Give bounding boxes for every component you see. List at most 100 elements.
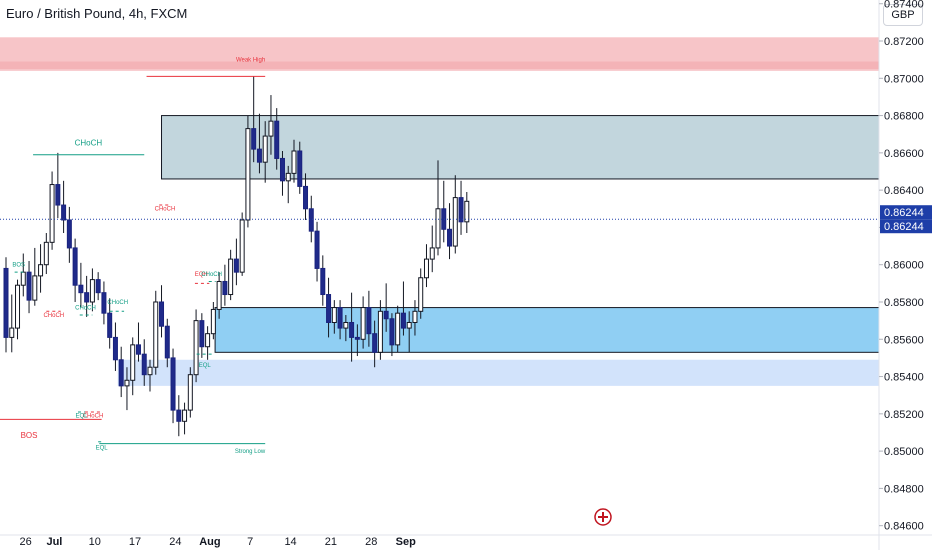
marker-label-7: CHoCH	[201, 272, 222, 278]
y-tick-label-1: 0.84800	[884, 483, 924, 495]
candle-body	[43, 241, 49, 266]
candle-body	[118, 359, 124, 387]
candle-body	[61, 204, 67, 221]
candle-body	[245, 128, 251, 221]
candle-body	[429, 247, 435, 260]
candle-body	[458, 197, 464, 223]
y-tick-label-13: 0.87200	[884, 36, 924, 48]
candle-body	[395, 312, 401, 346]
x-tick-label-7: 14	[284, 536, 296, 548]
candle-body	[147, 366, 153, 376]
y-tick-label-0: 0.84600	[884, 521, 924, 533]
x-tick-label-4: 24	[169, 536, 181, 548]
last-price-badge	[880, 219, 932, 234]
marker-label-1: CHoCH	[43, 313, 64, 319]
candle-body	[193, 320, 199, 376]
candle-body	[187, 374, 193, 411]
candle-body	[343, 321, 349, 329]
y-tick-label-7: 0.86000	[884, 260, 924, 272]
x-tick-label-8: 21	[325, 536, 337, 548]
marker-label-3: CHoCH	[107, 300, 128, 306]
zone-1	[0, 61, 879, 69]
candle-body	[95, 279, 101, 294]
candle-body	[3, 267, 9, 338]
candle-body	[326, 294, 332, 323]
x-tick-label-5: Aug	[199, 536, 220, 548]
last-price-label: 0.86244	[884, 221, 924, 233]
level-label-0: Weak High	[236, 58, 265, 64]
candle-body	[285, 172, 291, 182]
level-label-1: BOS	[21, 431, 38, 440]
candle-body	[66, 219, 72, 249]
candle-body	[182, 409, 188, 422]
zone-3	[214, 307, 880, 353]
candle-body	[452, 197, 458, 247]
candle-body	[337, 307, 343, 329]
candle-body	[400, 312, 406, 329]
x-tick-label-10: Sep	[396, 536, 416, 548]
candle-body	[366, 307, 372, 335]
y-tick-label-4: 0.85400	[884, 372, 924, 384]
candle-body	[38, 264, 44, 277]
candle-body	[49, 184, 55, 243]
candle-body	[389, 318, 395, 346]
marker-label-4: CHoCH	[83, 414, 104, 420]
candle-body	[418, 277, 424, 312]
candle-body	[170, 357, 176, 411]
candle-body	[406, 321, 412, 329]
marker-label-8: EQL	[75, 414, 88, 420]
candle-body	[9, 327, 15, 338]
candle-body	[101, 292, 107, 314]
x-tick-label-6: 7	[247, 536, 253, 548]
last-price-badge	[880, 205, 932, 220]
marker-label-2: CHoCH	[75, 305, 96, 311]
chart-title: Euro / British Pound, 4h, FXCM	[6, 6, 188, 21]
candle-body	[239, 219, 245, 273]
y-tick-label-10: 0.86600	[884, 148, 924, 160]
y-tick-label-3: 0.85200	[884, 409, 924, 421]
x-tick-label-1: Jul	[46, 536, 62, 548]
candle-body	[222, 280, 228, 296]
candle-body	[26, 271, 32, 301]
candle-body	[141, 353, 147, 376]
last-price-label: 0.86244	[884, 207, 924, 219]
candle-body	[135, 344, 141, 355]
candle-body	[303, 185, 309, 210]
x-tick-label-9: 28	[365, 536, 377, 548]
candle-body	[15, 284, 21, 329]
candle-body	[279, 157, 285, 182]
candle-body	[360, 307, 366, 340]
candle-body	[262, 135, 268, 163]
candle-body	[210, 308, 216, 335]
candle-body	[159, 301, 165, 327]
candle-body	[314, 230, 320, 269]
currency-button[interactable]: GBP	[883, 4, 923, 26]
candle-body	[274, 120, 280, 159]
y-tick-label-11: 0.86800	[884, 111, 924, 123]
candle-body	[228, 258, 234, 296]
candle-body	[297, 150, 303, 187]
candle-body	[233, 258, 239, 273]
zone-4	[117, 359, 879, 386]
marker-label-0: BOS	[12, 263, 25, 269]
candle-body	[251, 128, 257, 150]
candle-body	[112, 336, 118, 361]
candle-body	[20, 271, 26, 286]
candle-body	[130, 344, 136, 381]
candle-body	[176, 409, 182, 422]
candle-body	[89, 279, 95, 303]
candle-body	[308, 208, 314, 232]
x-tick-label-0: 26	[19, 536, 31, 548]
candle-body	[164, 325, 170, 359]
candle-body	[78, 284, 84, 294]
y-tick-label-6: 0.85800	[884, 297, 924, 309]
candle-body	[349, 321, 355, 338]
candle-body	[55, 184, 61, 206]
candle-body	[412, 310, 418, 323]
candle-body	[199, 320, 205, 348]
marker-label-5: CHoCH	[155, 207, 176, 213]
candle-body	[423, 258, 429, 279]
y-tick-label-12: 0.87000	[884, 73, 924, 85]
